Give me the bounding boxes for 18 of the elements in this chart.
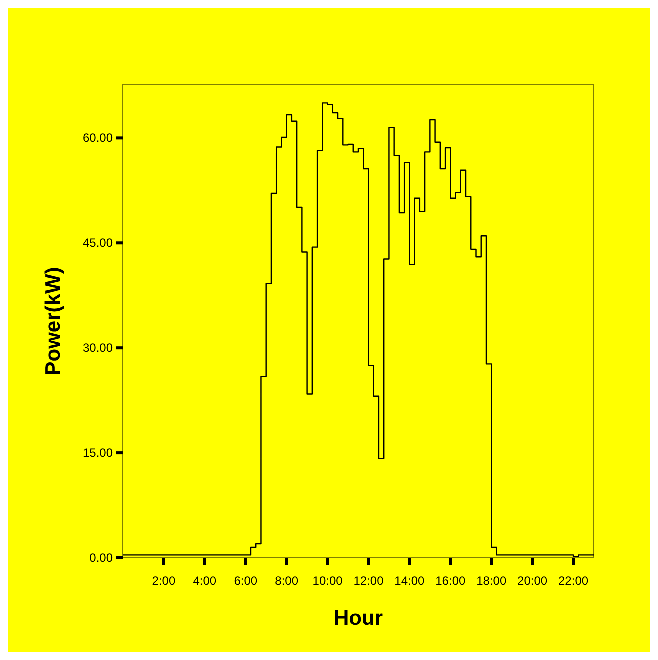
x-tick-label: 14:00 [394, 574, 426, 588]
x-tick-label: 2:00 [152, 574, 176, 588]
x-tick-label: 22:00 [558, 574, 589, 588]
y-tick-label: 30.00 [82, 340, 114, 355]
x-tick-label: 8:00 [275, 574, 299, 588]
x-tick-label: 6:00 [234, 574, 258, 588]
x-tick-label: 4:00 [193, 574, 217, 588]
y-tick-label: 15.00 [82, 446, 114, 460]
x-tick-label: 18:00 [476, 574, 507, 588]
x-axis-title: Hour [334, 607, 383, 630]
x-tick-label: 16:00 [436, 574, 466, 588]
y-tick-label: 0.00 [90, 550, 114, 565]
y-tick-label: 45.00 [82, 236, 114, 250]
y-axis-title: Power(kW) [42, 267, 65, 376]
x-tick-label: 20:00 [518, 574, 548, 588]
x-tick-label: 10:00 [312, 574, 344, 588]
x-tick-label: 12:00 [354, 574, 384, 588]
y-tick-label: 60.00 [82, 131, 114, 146]
